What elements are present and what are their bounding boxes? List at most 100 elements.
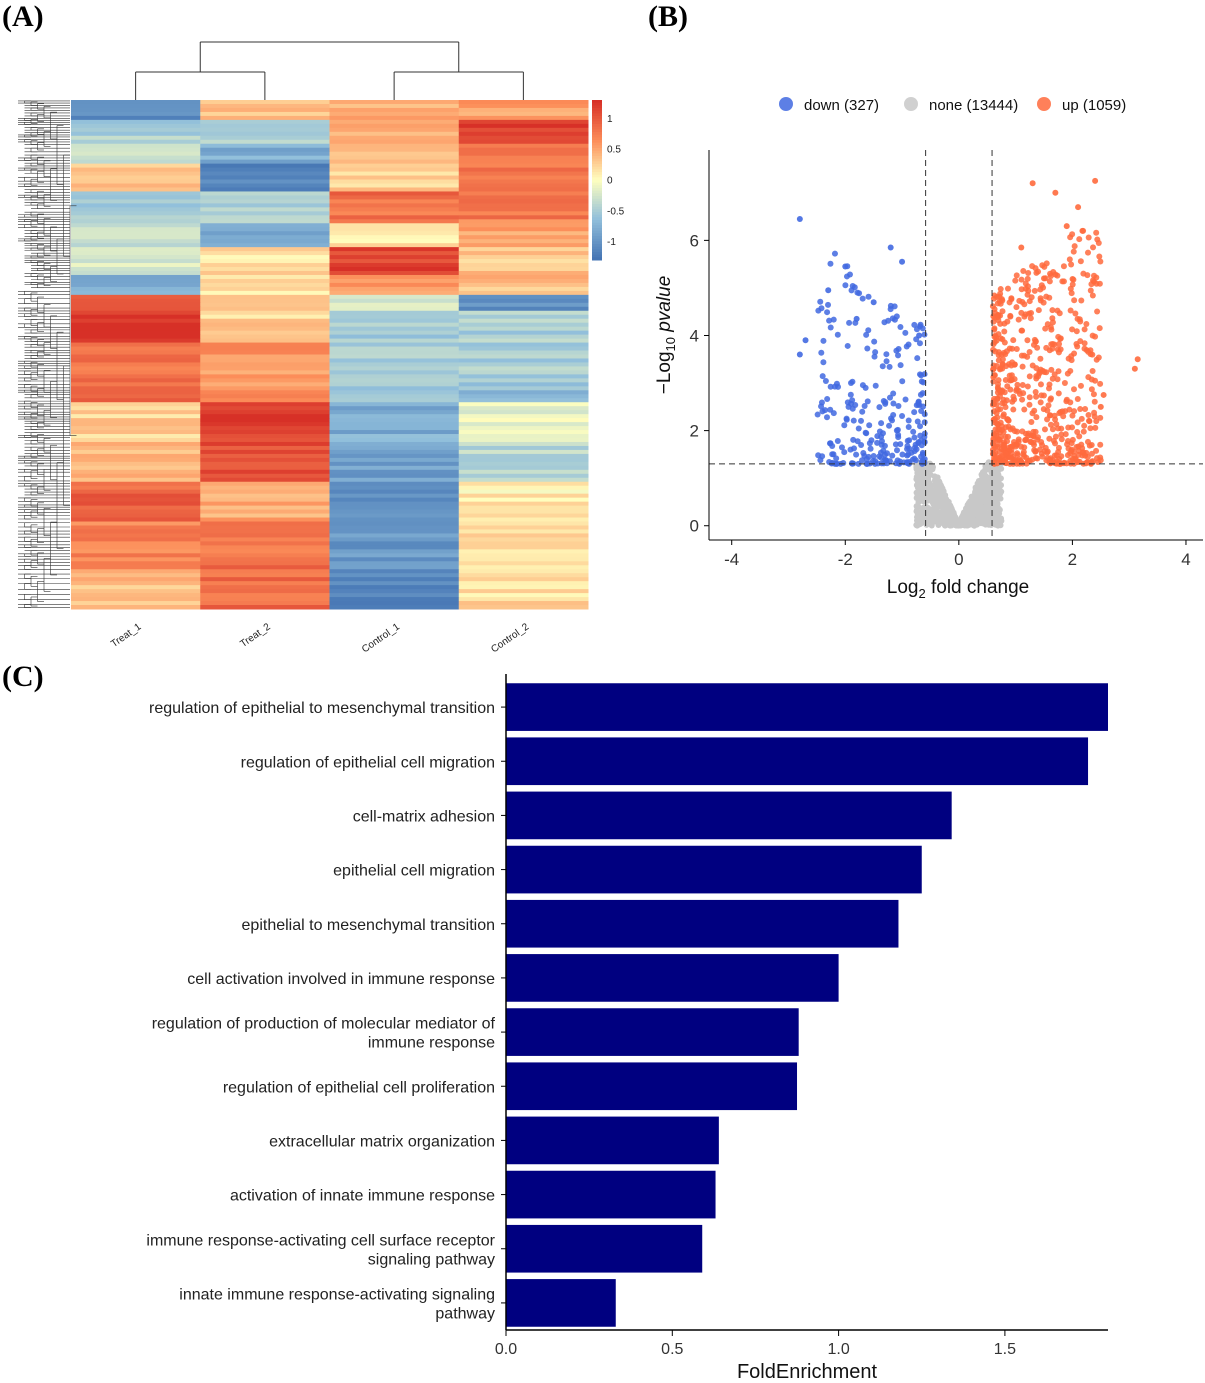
heatmap-cell: [71, 294, 201, 300]
data-point: [1046, 456, 1053, 463]
colorbar-segment: [592, 236, 602, 240]
colorbar-segment: [592, 249, 602, 253]
heatmap-cell: [329, 107, 460, 113]
data-point: [1037, 355, 1044, 362]
heatmap-cell: [458, 207, 589, 212]
heatmap-cell: [329, 151, 460, 157]
data-point: [1095, 239, 1102, 246]
heatmap-cell: [458, 418, 589, 423]
heatmap-cell: [458, 350, 589, 355]
heatmap-cell: [71, 223, 201, 228]
heatmap-cell: [329, 239, 460, 244]
heatmap-cell: [200, 366, 330, 371]
heatmap-cell: [200, 449, 330, 455]
heatmap-cell: [329, 378, 460, 383]
heatmap-cell: [200, 521, 330, 526]
data-point: [1025, 287, 1032, 294]
data-point: [853, 451, 860, 458]
data-point: [921, 411, 928, 418]
colorbar-segment: [592, 201, 602, 205]
data-point: [1081, 422, 1088, 429]
data-point: [834, 331, 841, 338]
heatmap-cell: [458, 195, 589, 200]
data-point: [1067, 234, 1074, 241]
heatmap-cell: [458, 231, 589, 236]
heatmap-cell: [200, 294, 330, 300]
heatmap-cell: [71, 235, 201, 240]
data-point: [849, 378, 856, 385]
heatmap-cell: [329, 541, 460, 546]
heatmap-cell: [458, 139, 589, 145]
heatmap-cell: [458, 441, 589, 447]
heatmap-cell: [329, 187, 460, 192]
heatmap-cell: [329, 270, 460, 276]
data-point: [861, 403, 868, 410]
data-point: [994, 384, 1001, 391]
colorbar-segment: [592, 137, 602, 141]
heatmap-cell: [71, 131, 201, 137]
data-point: [1065, 424, 1072, 431]
heatmap-cell: [71, 406, 201, 411]
data-point: [1032, 388, 1039, 395]
heatmap-cell: [329, 585, 460, 590]
heatmap-cell: [71, 350, 201, 355]
heatmap-cell: [200, 179, 330, 185]
data-point: [846, 319, 853, 326]
heatmap-cell: [329, 139, 460, 145]
heatmap-cell: [71, 187, 201, 192]
heatmap-cell: [458, 302, 589, 308]
heatmap-cell: [329, 298, 460, 304]
heatmap-cell: [200, 298, 330, 304]
heatmap-cell: [458, 354, 589, 359]
heatmap-cell: [71, 366, 201, 371]
heatmap-cell: [200, 155, 330, 161]
heatmap-cell: [458, 485, 589, 491]
heatmap-cell: [200, 501, 330, 507]
heatmap-cell: [71, 545, 201, 550]
data-point: [851, 445, 858, 452]
heatmap-cell: [329, 410, 460, 415]
heatmap-cell: [200, 255, 330, 260]
heatmap-cell: [71, 593, 201, 598]
data-point: [915, 498, 922, 505]
heatmap-cell: [458, 171, 589, 177]
heatmap-cell: [329, 426, 460, 431]
heatmap-cell: [71, 239, 201, 244]
colorbar-segment: [592, 166, 602, 170]
data-point: [917, 423, 924, 430]
heatmap-cell: [200, 302, 330, 308]
heatmap-cell: [200, 561, 330, 566]
data-point: [1097, 457, 1104, 464]
data-point: [892, 441, 899, 448]
data-point: [1069, 326, 1076, 333]
data-point: [1066, 406, 1073, 413]
heatmap-cell: [200, 441, 330, 447]
heatmap-cell: [458, 191, 589, 196]
data-point: [859, 408, 866, 415]
heatmap-cell: [200, 223, 330, 228]
heatmap-cell: [71, 362, 201, 367]
heatmap-cell: [329, 438, 460, 443]
heatmap-cell: [458, 362, 589, 367]
bar: [506, 899, 899, 948]
heatmap-cell: [71, 127, 201, 133]
data-point: [919, 325, 926, 332]
heatmap-cell: [71, 111, 201, 117]
data-point: [1008, 362, 1015, 369]
colorbar-tick-label: -1: [607, 237, 616, 248]
heatmap-cell: [458, 565, 589, 570]
colorbar-segment: [592, 177, 602, 181]
heatmap-cell: [458, 358, 589, 363]
data-point: [824, 396, 831, 403]
heatmap-cell: [458, 509, 589, 515]
heatmap-cell: [458, 103, 589, 109]
heatmap-cell: [458, 561, 589, 566]
heatmap-cell: [71, 601, 201, 606]
data-point: [1034, 344, 1041, 351]
data-point: [996, 437, 1003, 444]
data-point: [1080, 270, 1087, 277]
data-point: [893, 427, 900, 434]
heatmap-cell: [71, 589, 201, 594]
data-point: [1022, 311, 1029, 318]
heatmap-cell: [71, 509, 201, 515]
